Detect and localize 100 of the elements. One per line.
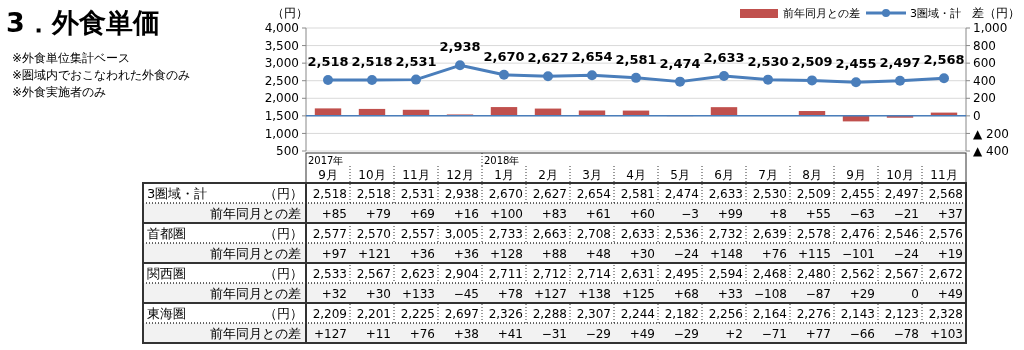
text: 2,670 (483, 48, 525, 64)
text: 前年同月との差 (210, 246, 301, 261)
data-label: +8 (769, 207, 787, 221)
text: +33 (717, 287, 743, 301)
legend-label: 3圏域・計 (910, 7, 961, 20)
text: 前年同月との差 (210, 326, 301, 341)
x-tick-label: 12月 (446, 168, 474, 182)
text: +88 (541, 247, 567, 261)
text: 2,714 (576, 267, 611, 281)
text: 2,570 (356, 227, 391, 241)
x-tick-label: 10月 (886, 168, 914, 182)
text: −29 (585, 327, 611, 341)
text: 2,708 (576, 227, 611, 241)
text: 2,654 (571, 49, 613, 65)
data-label: +79 (365, 207, 391, 221)
text: 2,518 (307, 54, 349, 70)
text: +38 (453, 327, 479, 341)
text: 2,733 (488, 227, 523, 241)
text: +32 (321, 287, 347, 301)
data-label: 2,530 (752, 187, 787, 201)
text: +115 (798, 247, 831, 261)
text: 2,712 (532, 267, 567, 281)
text: 2,474 (659, 55, 701, 71)
text: （円） (264, 266, 303, 281)
data-label: 2,581 (620, 187, 655, 201)
y2-tick-label: 400 (973, 73, 996, 88)
data-label: 2,474 (664, 187, 699, 201)
data-label: −63 (849, 207, 875, 221)
text: +76 (409, 327, 435, 341)
text: （円） (264, 226, 303, 241)
text: −87 (805, 287, 831, 301)
data-label: +83 (541, 207, 567, 221)
text: 2,326 (488, 307, 523, 321)
text: 2,594 (708, 267, 743, 281)
y2-tick-label: 1,000 (973, 21, 1008, 36)
text: 関西圏 (147, 266, 186, 281)
text: 2,307 (576, 307, 611, 321)
text: +121 (358, 247, 391, 261)
text: 2,143 (840, 307, 875, 321)
text: +128 (490, 247, 523, 261)
text: 2,164 (752, 307, 787, 321)
y-tick-label: 500 (276, 144, 299, 159)
text: 2,288 (532, 307, 567, 321)
y2-axis-title: 差（円） (972, 6, 1020, 20)
text: 2,256 (708, 307, 743, 321)
text: 2,633 (703, 50, 745, 66)
x-tick-label: 11月 (930, 168, 958, 182)
text: +36 (409, 247, 435, 261)
text: −24 (893, 247, 919, 261)
text: −45 (453, 287, 479, 301)
data-label: 2,654 (576, 187, 611, 201)
y2-tick-label: 600 (973, 56, 996, 71)
data-label: +69 (409, 207, 435, 221)
text: +49 (937, 287, 963, 301)
y-tick-label: 3,500 (264, 38, 299, 53)
text: +78 (497, 287, 523, 301)
text: 2,518 (351, 54, 393, 70)
text: +41 (497, 327, 523, 341)
text: 2,581 (615, 51, 657, 67)
text: +2 (725, 327, 743, 341)
text: +148 (710, 247, 743, 261)
text: 2,627 (527, 50, 569, 66)
text: 2,904 (444, 267, 479, 281)
text: 2,631 (620, 267, 655, 281)
text: +48 (585, 247, 611, 261)
text: 2,497 (879, 54, 921, 70)
data-label: 2,518 (356, 187, 391, 201)
data-label: 2,518 (312, 187, 347, 201)
text: 2,938 (439, 39, 481, 55)
text: 3圏域・計 (147, 186, 208, 201)
text: 2018年 (484, 155, 520, 166)
x-tick-label: 7月 (758, 168, 778, 182)
text: −66 (849, 327, 875, 341)
text: 前年同月との差 (210, 206, 301, 221)
text: 2,244 (620, 307, 655, 321)
x-tick-label: 11月 (402, 168, 430, 182)
data-label: +100 (490, 207, 523, 221)
text: 2,209 (312, 307, 347, 321)
y-tick-label: 3,000 (264, 56, 299, 71)
y2-tick-label: 200 (973, 91, 996, 106)
text: 2,663 (532, 227, 567, 241)
text: +30 (629, 247, 655, 261)
text: （円） (264, 186, 303, 201)
text: 2,468 (752, 267, 787, 281)
text: +36 (453, 247, 479, 261)
text: +127 (534, 287, 567, 301)
x-tick-label: 9月 (318, 168, 338, 182)
text: 2,533 (312, 267, 347, 281)
text: +49 (629, 327, 655, 341)
y-tick-label: 1,500 (264, 109, 299, 124)
text: 2,509 (791, 54, 833, 70)
data-label: −21 (893, 207, 919, 221)
data-label: 2,670 (488, 187, 523, 201)
x-tick-label: 10月 (358, 168, 386, 182)
data-label: 2,497 (884, 187, 919, 201)
y-axis-title: （円） (272, 6, 308, 20)
text: 2,536 (664, 227, 699, 241)
y2-tick-label: ▲ 200 (973, 126, 1009, 141)
text: 3．外食単価 (6, 7, 160, 38)
text: +103 (930, 327, 963, 341)
